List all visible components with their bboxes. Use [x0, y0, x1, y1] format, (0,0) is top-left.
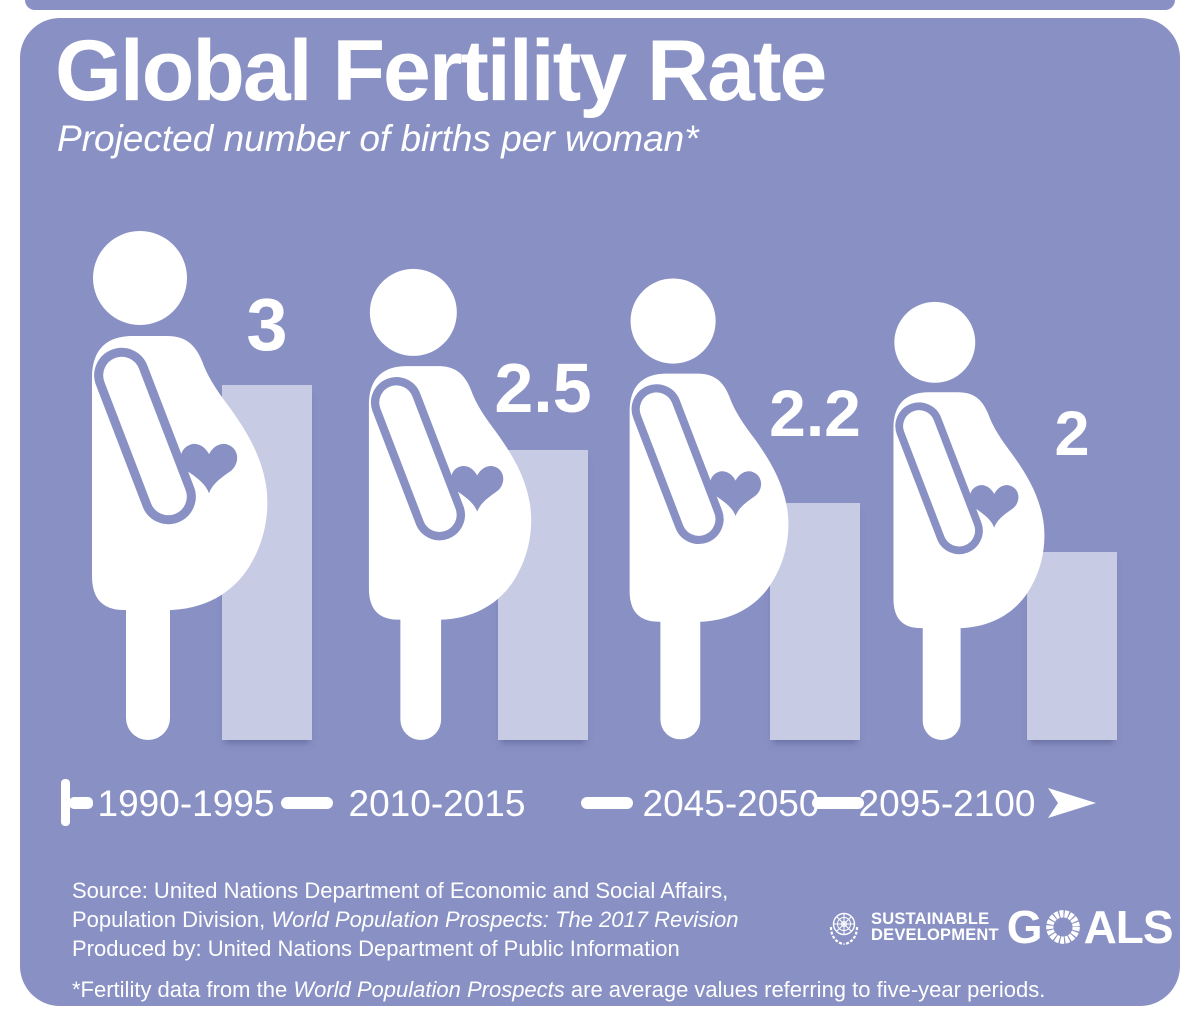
bar-value-label: 2.2 — [769, 376, 861, 450]
source-line: Source: United Nations Department of Eco… — [72, 878, 729, 903]
sdg-color-wheel-icon — [1045, 910, 1080, 944]
source-line: Population Division, World Population Pr… — [72, 907, 739, 932]
timeline-arrow-icon — [1048, 788, 1096, 818]
pregnant-woman-icon — [626, 277, 789, 740]
timeline-period-label: 1990-1995 — [97, 783, 275, 824]
timeline-start-tick — [61, 779, 70, 826]
bar-value-label: 2 — [1054, 399, 1090, 469]
bar-value-label: 3 — [246, 283, 288, 366]
fertility-bar — [1027, 552, 1117, 740]
page-subtitle: Projected number of births per woman* — [57, 118, 699, 159]
timeline-dash — [812, 797, 864, 809]
sdg-logo-text: SUSTAINABLE DEVELOPMENT — [871, 910, 999, 944]
timeline-period-label: 2045-2050 — [642, 783, 820, 824]
pregnant-woman-icon — [890, 301, 1045, 740]
timeline-period-label: 2010-2015 — [348, 783, 526, 824]
previous-card-bottom-edge — [25, 0, 1175, 10]
sdg-goals-wordmark: G ALS — [1006, 901, 1174, 953]
source-text: Source: United Nations Department of Eco… — [72, 876, 738, 963]
page-title: Global Fertility Rate — [55, 23, 827, 119]
timeline-dash — [281, 797, 333, 809]
timeline-period-label: 2095-2100 — [858, 783, 1036, 824]
footnote-text: *Fertility data from the World Populatio… — [72, 977, 1046, 1002]
timeline-start-dash — [69, 797, 93, 809]
sdg-logo: SUSTAINABLE DEVELOPMENT G ALS — [824, 901, 1174, 953]
un-emblem-icon — [829, 912, 859, 946]
pregnant-woman-icon — [365, 268, 532, 740]
bar-value-label: 2.5 — [494, 349, 592, 427]
timeline-dash — [581, 797, 633, 809]
source-line: Produced by: United Nations Department o… — [72, 936, 680, 961]
